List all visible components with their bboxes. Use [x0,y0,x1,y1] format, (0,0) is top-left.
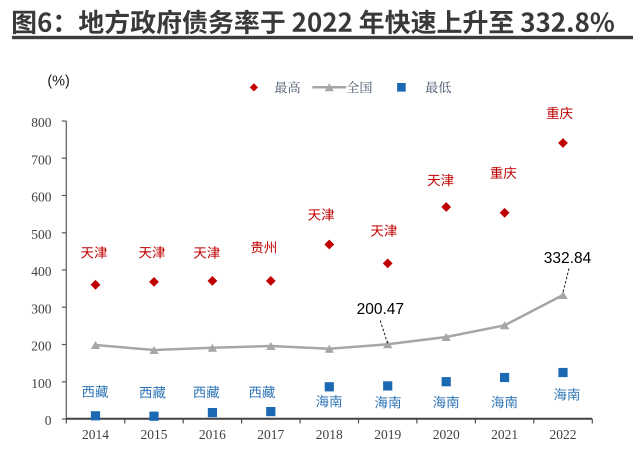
svg-text:2016: 2016 [199,427,226,442]
svg-text:200: 200 [31,339,52,354]
svg-text:2017: 2017 [257,427,284,442]
svg-text:500: 500 [31,227,52,242]
svg-text:100: 100 [31,376,52,391]
svg-text:800: 800 [31,115,52,130]
svg-text:2021: 2021 [491,427,518,442]
svg-text:2018: 2018 [316,427,343,442]
svg-text:2014: 2014 [82,427,109,442]
svg-text:2015: 2015 [141,427,168,442]
svg-text:2019: 2019 [374,427,401,442]
svg-text:0: 0 [45,413,52,428]
svg-text:600: 600 [31,190,52,205]
svg-text:(%): (%) [47,73,70,89]
svg-text:332.84: 332.84 [544,250,592,267]
svg-text:2022: 2022 [550,427,577,442]
svg-text:2020: 2020 [433,427,460,442]
svg-text:300: 300 [31,301,52,316]
svg-text:700: 700 [31,152,52,167]
svg-text:200.47: 200.47 [357,301,404,318]
svg-text:400: 400 [31,264,52,279]
